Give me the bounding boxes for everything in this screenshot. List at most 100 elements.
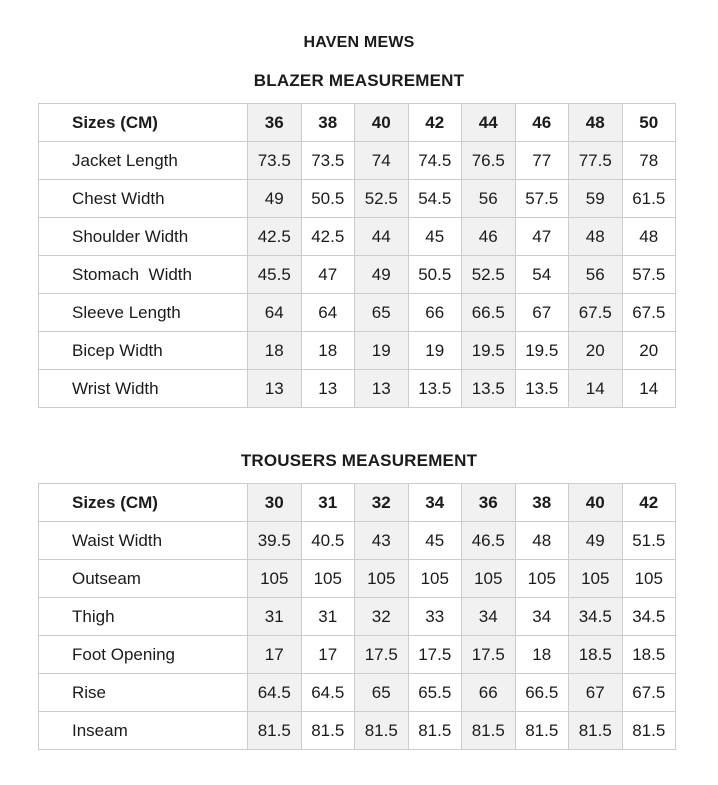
value-cell: 18 [247,331,302,370]
value-cell: 19.5 [461,331,516,370]
value-cell: 43 [354,521,409,560]
value-cell: 61.5 [621,179,676,218]
value-cell: 18.5 [568,635,623,674]
value-cell: 73.5 [247,141,302,180]
value-cell: 77.5 [568,141,623,180]
row-label-cell: Thigh [38,597,248,636]
value-cell: 81.5 [461,711,516,750]
value-cell: 105 [621,559,676,598]
value-cell: 105 [354,559,409,598]
value-cell: 40.5 [300,521,355,560]
value-cell: 67.5 [621,293,676,332]
value-cell: 81.5 [407,711,462,750]
value-cell: 13.5 [514,369,569,408]
value-cell: 81.5 [354,711,409,750]
size-column-header: 32 [354,483,409,522]
row-label-cell: Stomach Width [38,255,248,294]
sizes-header-cell: Sizes (CM) [38,103,248,142]
size-column-header: 46 [514,103,569,142]
row-label-cell: Waist Width [38,521,248,560]
value-cell: 54 [514,255,569,294]
value-cell: 81.5 [621,711,676,750]
header-row: Sizes (CM) 30 31 32 34 36 38 40 42 [38,483,676,522]
value-cell: 67 [568,673,623,712]
value-cell: 67.5 [621,673,676,712]
size-chart-page: HAVEN MEWS BLAZER MEASUREMENT Sizes (CM)… [0,34,718,750]
row-label-cell: Foot Opening [38,635,248,674]
value-cell: 81.5 [300,711,355,750]
row-label-cell: Sleeve Length [38,293,248,332]
row-label-cell: Chest Width [38,179,248,218]
value-cell: 78 [621,141,676,180]
value-cell: 20 [621,331,676,370]
value-cell: 50.5 [407,255,462,294]
size-column-header: 44 [461,103,516,142]
sizes-header-cell: Sizes (CM) [38,483,248,522]
trousers-size-table: Sizes (CM) 30 31 32 34 36 38 40 42 Waist Width 39.… [38,483,676,750]
value-cell: 64.5 [300,673,355,712]
table-row: Shoulder Width 42.5 42.5 44 45 46 47 48 48 [38,217,676,256]
row-label-cell: Outseam [38,559,248,598]
value-cell: 13 [300,369,355,408]
value-cell: 45 [407,217,462,256]
value-cell: 59 [568,179,623,218]
value-cell: 17 [300,635,355,674]
size-column-header: 40 [568,483,623,522]
value-cell: 56 [461,179,516,218]
value-cell: 19.5 [514,331,569,370]
blazer-size-table: Sizes (CM) 36 38 40 42 44 46 48 50 Jacket Length 7… [38,103,676,408]
size-column-header: 50 [621,103,676,142]
value-cell: 49 [354,255,409,294]
value-cell: 42.5 [300,217,355,256]
value-cell: 73.5 [300,141,355,180]
value-cell: 48 [621,217,676,256]
size-column-header: 38 [300,103,355,142]
value-cell: 67 [514,293,569,332]
value-cell: 48 [514,521,569,560]
page-title: HAVEN MEWS [303,34,415,51]
table-row: Inseam 81.5 81.5 81.5 81.5 81.5 81.5 81.5 81.5 [38,711,676,750]
table-row: Rise 64.5 64.5 65 65.5 66 66.5 67 67.5 [38,673,676,712]
value-cell: 47 [300,255,355,294]
value-cell: 74.5 [407,141,462,180]
value-cell: 49 [247,179,302,218]
value-cell: 13 [354,369,409,408]
value-cell: 105 [300,559,355,598]
value-cell: 34.5 [621,597,676,636]
value-cell: 31 [247,597,302,636]
value-cell: 19 [354,331,409,370]
value-cell: 45.5 [247,255,302,294]
value-cell: 52.5 [461,255,516,294]
value-cell: 64 [247,293,302,332]
trousers-section: TROUSERS MEASUREMENT Sizes (CM) 30 31 32 34 3… [0,451,718,750]
header-row: Sizes (CM) 36 38 40 42 44 46 48 50 [38,103,676,142]
value-cell: 105 [247,559,302,598]
row-label-cell: Jacket Length [38,141,248,180]
value-cell: 34 [461,597,516,636]
value-cell: 14 [621,369,676,408]
value-cell: 66.5 [461,293,516,332]
value-cell: 39.5 [247,521,302,560]
value-cell: 17.5 [354,635,409,674]
value-cell: 42.5 [247,217,302,256]
table-row: Waist Width 39.5 40.5 43 45 46.5 48 49 51.5 [38,521,676,560]
value-cell: 67.5 [568,293,623,332]
table-row: Wrist Width 13 13 13 13.5 13.5 13.5 14 14 [38,369,676,408]
value-cell: 50.5 [300,179,355,218]
value-cell: 33 [407,597,462,636]
size-column-header: 31 [300,483,355,522]
value-cell: 13 [247,369,302,408]
value-cell: 105 [407,559,462,598]
size-column-header: 36 [247,103,302,142]
value-cell: 34.5 [568,597,623,636]
value-cell: 13.5 [407,369,462,408]
row-label-cell: Shoulder Width [38,217,248,256]
value-cell: 65 [354,293,409,332]
value-cell: 17.5 [407,635,462,674]
value-cell: 65 [354,673,409,712]
table-row: Stomach Width 45.5 47 49 50.5 52.5 54 56 57.5 [38,255,676,294]
value-cell: 17.5 [461,635,516,674]
size-column-header: 40 [354,103,409,142]
value-cell: 81.5 [247,711,302,750]
value-cell: 77 [514,141,569,180]
